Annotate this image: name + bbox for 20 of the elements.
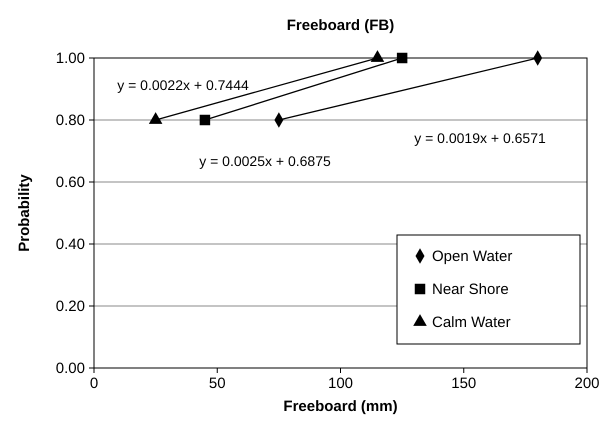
y-tick-label: 0.60 — [56, 174, 85, 191]
x-tick-label: 100 — [328, 375, 354, 392]
x-tick-label: 200 — [574, 375, 600, 392]
chart-title: Freeboard (FB) — [286, 17, 394, 34]
legend-label: Calm Water — [432, 314, 511, 331]
x-tick-label: 150 — [451, 375, 476, 392]
annotation: y = 0.0022x + 0.7444 — [117, 77, 249, 93]
x-tick-label: 50 — [208, 375, 226, 392]
annotation: y = 0.0025x + 0.6875 — [199, 153, 331, 169]
y-axis-title: Probability — [16, 174, 33, 252]
y-tick-label: 0.40 — [56, 236, 85, 253]
y-tick-label: 1.00 — [56, 50, 85, 67]
x-axis-title: Freeboard (mm) — [283, 398, 398, 415]
legend-label: Open Water — [432, 248, 512, 265]
y-tick-label: 0.20 — [56, 298, 85, 315]
y-tick-label: 0.80 — [56, 112, 85, 129]
x-tick-label: 0 — [90, 375, 98, 392]
legend-label: Near Shore — [432, 281, 509, 298]
annotation: y = 0.0019x + 0.6571 — [414, 130, 546, 146]
y-tick-label: 0.00 — [56, 360, 85, 377]
